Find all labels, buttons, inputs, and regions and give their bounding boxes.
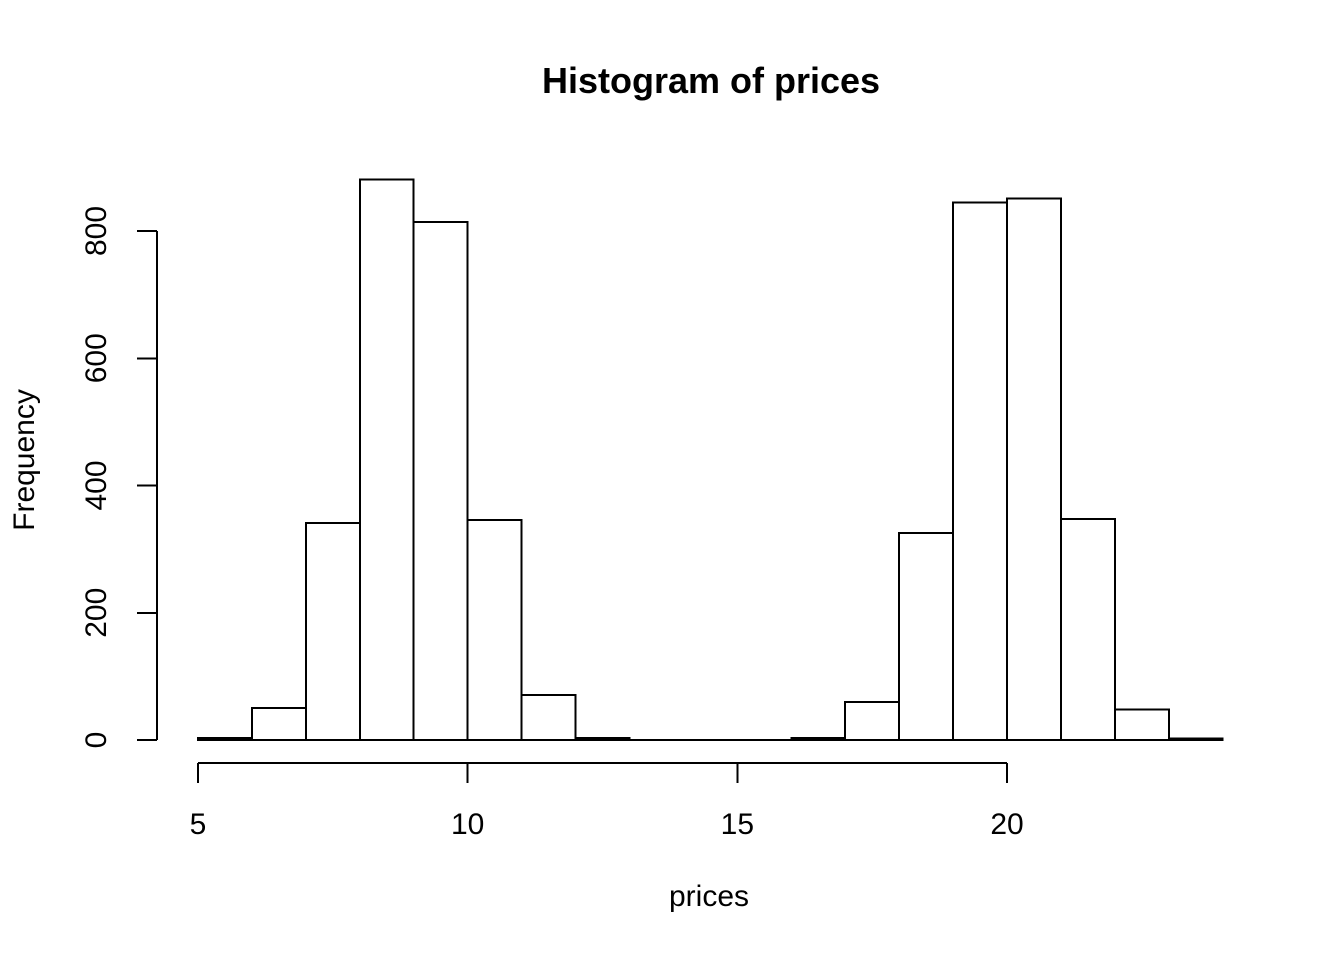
histogram-bar <box>412 221 469 741</box>
y-axis: 0 200 400 600 800 <box>80 206 158 749</box>
histogram-bar <box>1113 708 1170 742</box>
histogram-bar <box>952 201 1008 741</box>
x-tick-label: 15 <box>721 808 754 841</box>
y-tick-label: 600 <box>80 333 113 383</box>
histogram-bar <box>1167 737 1224 741</box>
y-tick-label: 0 <box>80 732 113 749</box>
histogram-bar <box>898 532 955 741</box>
histogram-bar <box>358 178 415 741</box>
x-axis: 5 10 15 20 <box>190 762 1024 841</box>
histogram-bar <box>844 700 901 742</box>
x-tick-label: 20 <box>990 808 1023 841</box>
histogram-bar <box>790 737 847 741</box>
x-tick-label: 5 <box>190 808 207 841</box>
histogram-bar <box>1006 197 1062 741</box>
bars-group <box>197 178 1224 742</box>
histogram-bar <box>466 518 523 741</box>
y-axis-title: Frequency <box>8 389 41 531</box>
y-tick-label: 200 <box>80 588 113 638</box>
histogram-bar <box>304 522 361 741</box>
histogram-bar <box>250 707 307 741</box>
chart-title: Histogram of prices <box>542 60 880 101</box>
y-tick-label: 800 <box>80 206 113 256</box>
histogram-bar <box>1059 518 1116 741</box>
histogram-bar <box>574 737 631 741</box>
x-axis-title: prices <box>669 880 749 913</box>
histogram-bar <box>520 693 577 741</box>
histogram-bar <box>197 737 253 741</box>
x-tick-label: 10 <box>451 808 484 841</box>
y-tick-label: 400 <box>80 460 113 510</box>
